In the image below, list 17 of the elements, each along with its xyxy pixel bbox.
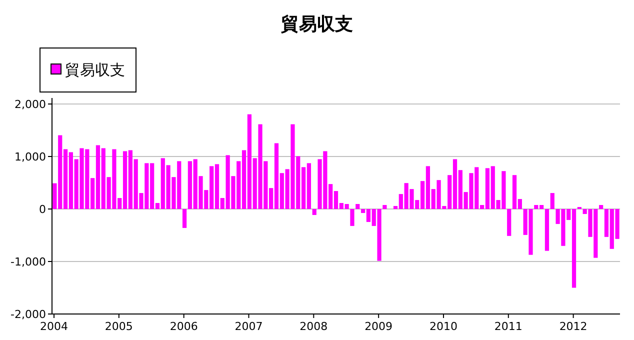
xtick: 2012: [559, 320, 588, 333]
ytick: 1,000: [14, 150, 46, 164]
title: 貿易収支: [281, 14, 353, 35]
xtick: 2011: [494, 320, 522, 333]
xtick: 2005: [104, 320, 133, 333]
xtick: 2004: [40, 320, 68, 333]
ytick: -1,000: [10, 256, 46, 268]
legend: 貿易収支: [40, 48, 136, 92]
xtick: 2007: [234, 320, 263, 333]
ytick: 2,000: [14, 98, 46, 111]
legend-label: 貿易収支: [65, 61, 125, 79]
xtick: 2008: [300, 320, 328, 333]
xtick: 2009: [364, 320, 393, 333]
ytick: -2,000: [10, 308, 46, 321]
xtick: 2006: [170, 320, 198, 333]
xtick: 2010: [429, 320, 458, 333]
ytick: 0: [39, 203, 46, 216]
